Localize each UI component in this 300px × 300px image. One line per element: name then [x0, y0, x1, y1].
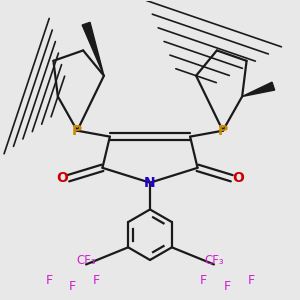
Text: F: F	[200, 274, 207, 287]
Text: O: O	[232, 171, 244, 185]
Text: F: F	[45, 274, 52, 287]
Polygon shape	[82, 22, 104, 76]
Polygon shape	[242, 82, 275, 97]
Text: O: O	[56, 171, 68, 185]
Text: F: F	[93, 274, 100, 287]
Text: CF₃: CF₃	[76, 254, 96, 267]
Text: P: P	[72, 124, 82, 138]
Text: F: F	[248, 274, 255, 287]
Text: F: F	[69, 280, 76, 293]
Text: F: F	[224, 280, 231, 293]
Text: CF₃: CF₃	[204, 254, 224, 267]
Text: N: N	[144, 176, 156, 190]
Text: P: P	[218, 124, 228, 138]
